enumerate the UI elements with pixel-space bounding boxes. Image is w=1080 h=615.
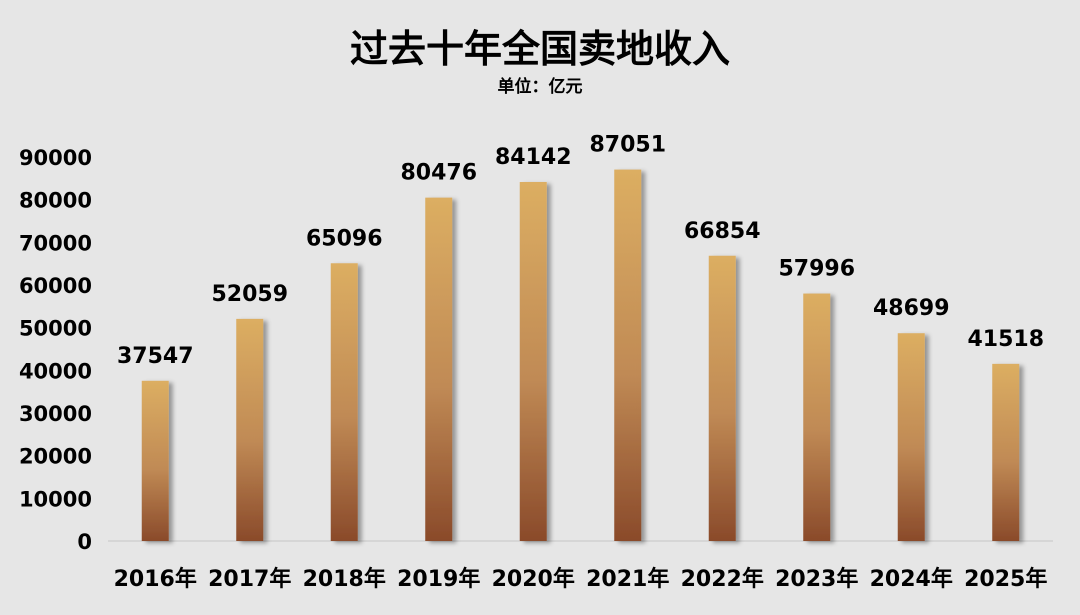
y-tick-label: 30000 [19,402,92,426]
y-tick-label: 60000 [19,274,92,298]
y-tick-label: 40000 [19,359,92,383]
data-label: 65096 [306,226,383,251]
data-label: 84142 [495,145,572,170]
y-tick-label: 20000 [19,445,92,469]
x-tick-label: 2018年 [303,566,386,592]
x-tick-label: 2022年 [681,566,764,592]
chart-title: 过去十年全国卖地收入 [349,27,730,71]
data-label: 87051 [589,133,666,158]
data-label: 66854 [684,219,761,244]
bar [236,318,264,541]
bar [614,169,642,541]
x-tick-label: 2017年 [208,566,291,592]
bar [992,363,1020,541]
data-label: 57996 [778,257,855,282]
x-tick-label: 2019年 [397,566,480,592]
y-tick-label: 70000 [19,231,92,255]
bar [519,181,547,541]
bar [708,255,736,541]
data-label: 80476 [400,161,477,186]
y-tick-label: 10000 [19,487,92,511]
y-tick-label: 0 [77,530,92,554]
bar [425,197,453,541]
x-tick-label: 2016年 [114,566,197,592]
x-tick-label: 2023年 [775,566,858,592]
data-label: 52059 [211,282,288,307]
data-label: 48699 [873,296,950,321]
chart-subtitle: 单位：亿元 [497,77,583,97]
x-tick-label: 2025年 [964,566,1047,592]
bar [803,293,831,541]
x-tick-label: 2024年 [870,566,953,592]
y-tick-label: 80000 [19,189,92,213]
data-label: 37547 [117,344,194,369]
y-tick-label: 90000 [19,146,92,170]
bar [897,333,925,541]
bar [141,380,169,541]
y-tick-label: 50000 [19,317,92,341]
x-tick-label: 2021年 [586,566,669,592]
x-tick-label: 2020年 [492,566,575,592]
data-label: 41518 [967,327,1044,352]
bar [330,263,358,541]
